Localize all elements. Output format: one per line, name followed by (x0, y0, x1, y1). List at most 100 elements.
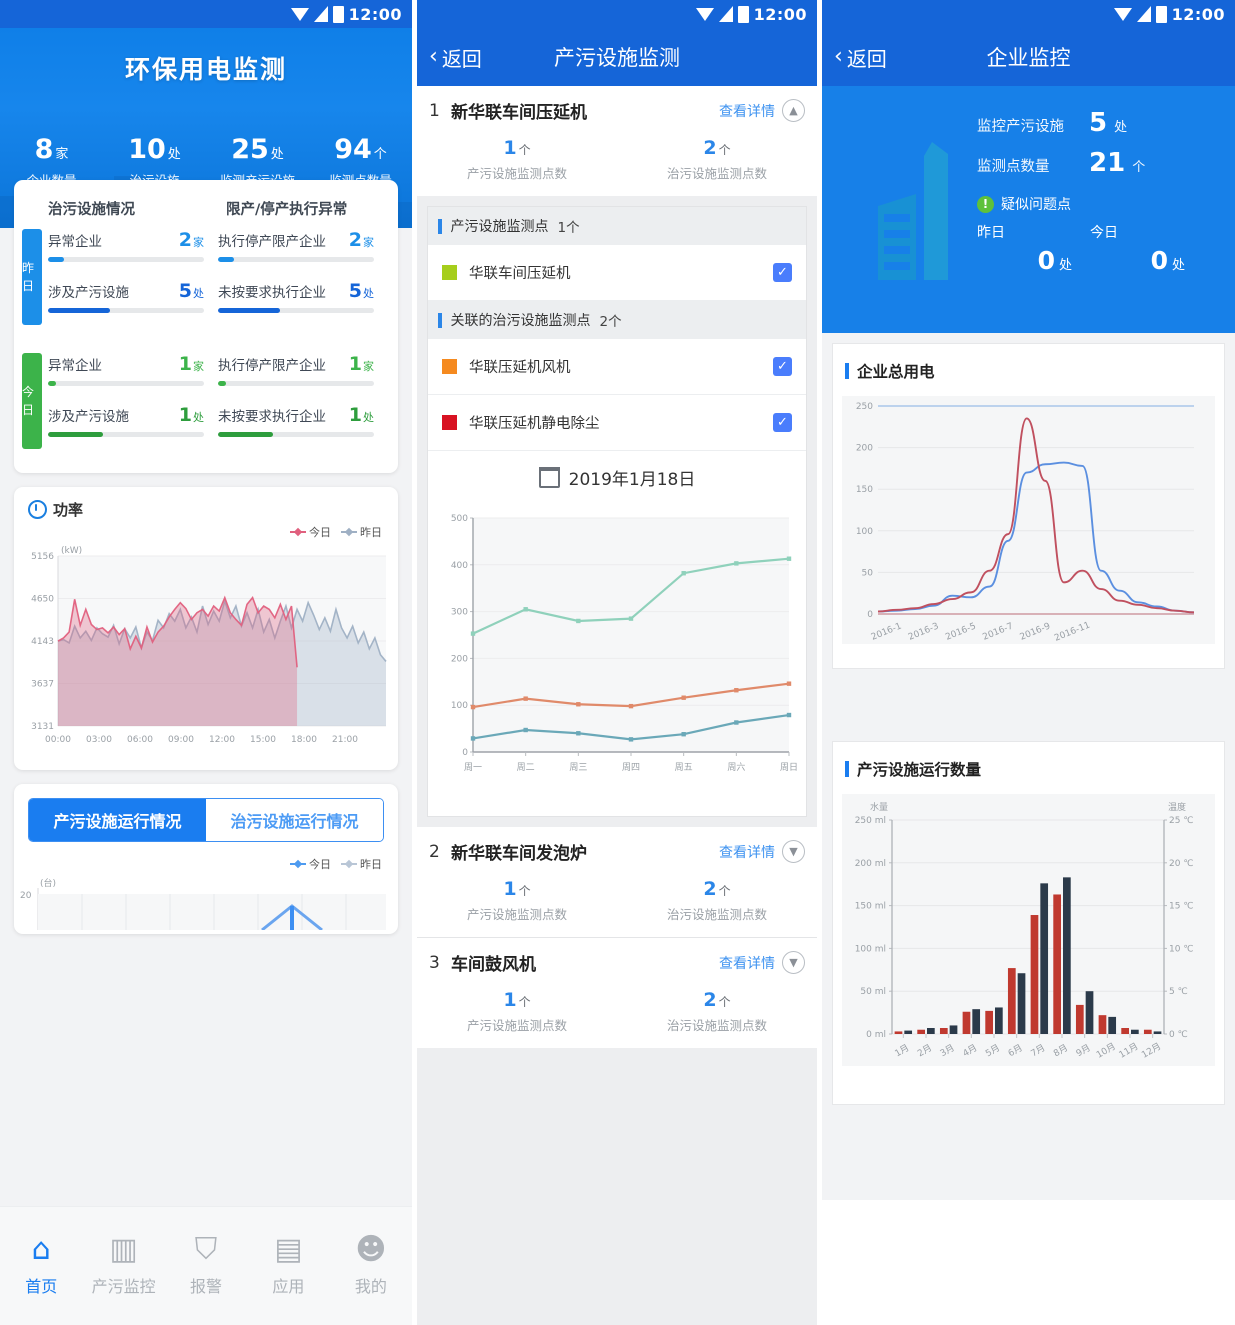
equipment-header-2[interactable]: 2 新华联车间发泡炉 查看详情 ▼ (417, 827, 817, 868)
svg-text:200: 200 (856, 444, 873, 454)
back-button[interactable]: ‹ 返回 (822, 43, 887, 72)
kpi-unit: 个 (518, 995, 531, 1009)
accent-bar (845, 363, 849, 379)
metric-yesterday-involved-facility: 涉及产污设施 5处 (48, 280, 218, 313)
battery-icon (737, 5, 749, 23)
metric-name: 未按要求执行企业 (218, 409, 326, 425)
info-badge-icon: ! (977, 195, 994, 213)
checkbox-checked-icon[interactable]: ✓ (773, 357, 792, 376)
svg-text:周五: 周五 (675, 762, 693, 773)
metric-name: 涉及产污设施 (48, 285, 129, 301)
status-bar-1: 12:00 (0, 0, 412, 28)
chevron-up-icon[interactable]: ▲ (782, 99, 805, 122)
metric-name: 执行停产限产企业 (218, 234, 326, 250)
metric-yesterday-abnormal-enterprise: 异常企业 2家 (48, 229, 218, 262)
date-selector[interactable]: 2019年1月18日 (428, 451, 806, 504)
power-chart-card: 功率 今日 昨日 5156 4650 4143 3637 3131 (kW) 00:00 03… (14, 487, 398, 770)
metric-value: 5 (348, 280, 362, 302)
svg-text:0: 0 (867, 610, 873, 620)
summary-value: 21 (1089, 148, 1126, 178)
equipment-header-3[interactable]: 3 车间鼓风机 查看详情 ▼ (417, 938, 817, 979)
tab-label: 报警 (190, 1277, 223, 1296)
metric-today-stop-restrict-enterprise: 执行停产限产企业 1家 (218, 353, 388, 386)
facility-running-count-card: 产污设施运行数量 水量 温度 250 ml 200 ml 150 ml 100 ml 50 … (832, 741, 1225, 1105)
metric-row: 涉及产污设施 1处 未按要求执行企业 1处 (14, 404, 398, 437)
equipment-name: 新华联车间发泡炉 (451, 844, 587, 864)
svg-text:400: 400 (451, 561, 468, 571)
color-swatch (442, 359, 457, 374)
tab-apps[interactable]: ▤ 应用 (247, 1235, 329, 1297)
view-detail-link[interactable]: 查看详情 (719, 844, 775, 861)
svg-text:周二: 周二 (517, 762, 535, 773)
tab-pollution-monitor[interactable]: ▥ 产污监控 (82, 1235, 164, 1297)
checkbox-checked-icon[interactable]: ✓ (773, 263, 792, 282)
bottom-tab-bar[interactable]: ⌂ 首页 ▥ 产污监控 ⛉ 报警 ▤ 应用 ☻ 我的 (0, 1206, 412, 1325)
svg-text:25 ℃: 25 ℃ (1169, 816, 1193, 826)
segment-treatment-facility[interactable]: 治污设施运行情况 (206, 799, 383, 841)
segment-pollution-facility[interactable]: 产污设施运行情况 (29, 799, 206, 841)
day-label: 昨日 (977, 225, 1005, 241)
battery-icon (1155, 5, 1167, 23)
monitor-point-row[interactable]: 华联车间压延机 ✓ (428, 245, 806, 301)
back-button[interactable]: ‹ 返回 (417, 43, 482, 72)
monitor-point-row[interactable]: 华联压延机风机 ✓ (428, 339, 806, 395)
clipboard-icon: ▤ (274, 1232, 303, 1267)
card-title-running-count: 产污设施运行数量 (833, 752, 1224, 790)
stat-value: 8 (34, 134, 54, 165)
monitor-point-row[interactable]: 华联压延机静电除尘 ✓ (428, 395, 806, 451)
tab-alarm[interactable]: ⛉ 报警 (165, 1235, 247, 1297)
info-circle-icon (28, 500, 47, 519)
metric-unit: 处 (363, 411, 374, 424)
facility-running-count-bar-chart: 水量 温度 250 ml 200 ml 150 ml 100 ml 50 ml 0 ml 25 … (842, 794, 1215, 1066)
svg-text:250 ml: 250 ml (855, 816, 886, 826)
calendar-icon (538, 467, 560, 488)
facility-status-card: 治污设施情况 限产/停产执行异常 昨日 今日 异常企业 2家 (14, 180, 398, 473)
metric-yesterday-stop-restrict-enterprise: 执行停产限产企业 2家 (218, 229, 388, 262)
metric-bar (48, 308, 204, 313)
metric-row: 异常企业 2家 执行停产限产企业 2家 (14, 229, 398, 262)
svg-text:200: 200 (451, 654, 468, 664)
facility-run-segmented-control[interactable]: 产污设施运行情况 治污设施运行情况 (28, 798, 384, 842)
tab-label: 首页 (25, 1277, 58, 1296)
checkbox-checked-icon[interactable]: ✓ (773, 413, 792, 432)
chevron-down-icon[interactable]: ▼ (782, 951, 805, 974)
metric-name: 未按要求执行企业 (218, 285, 326, 301)
kpi-value: 2 (703, 137, 717, 159)
battery-icon (332, 5, 344, 23)
svg-text:周一: 周一 (464, 762, 482, 773)
kpi-label: 治污设施监测点数 (666, 907, 767, 922)
kpi-unit: 个 (518, 884, 531, 898)
metric-today-involved-facility: 涉及产污设施 1处 (48, 404, 218, 437)
chevron-left-icon: ‹ (834, 44, 843, 69)
stat-unit: 处 (270, 147, 284, 162)
tab-home[interactable]: ⌂ 首页 (0, 1235, 82, 1297)
view-detail-link[interactable]: 查看详情 (719, 955, 775, 972)
card-title-text: 企业总用电 (857, 363, 935, 381)
page-title: 环保用电监测 (124, 55, 287, 84)
tab-mine[interactable]: ☻ 我的 (330, 1235, 412, 1297)
svg-text:00:00: 00:00 (45, 735, 71, 745)
svg-text:水量: 水量 (870, 801, 888, 813)
legend-today: 今日 (290, 524, 331, 540)
metric-today-noncompliant-enterprise: 未按要求执行企业 1处 (218, 404, 388, 437)
summary-value: 5 (1089, 108, 1108, 138)
card-title-text: 产污设施运行数量 (857, 761, 982, 779)
equipment-header-1[interactable]: 1 新华联车间压延机 查看详情 ▲ (417, 86, 817, 127)
metric-row: 异常企业 1家 执行停产限产企业 1家 (14, 353, 398, 386)
chevron-down-icon[interactable]: ▼ (782, 840, 805, 863)
svg-text:3131: 3131 (31, 722, 54, 732)
view-detail-link[interactable]: 查看详情 (719, 103, 775, 120)
svg-text:100: 100 (856, 527, 873, 537)
svg-text:03:00: 03:00 (86, 735, 112, 745)
svg-text:20 ℃: 20 ℃ (1169, 859, 1193, 869)
nav-bar-2: ‹ 返回 产污设施监测 (417, 28, 817, 86)
svg-text:50 ml: 50 ml (860, 987, 886, 997)
